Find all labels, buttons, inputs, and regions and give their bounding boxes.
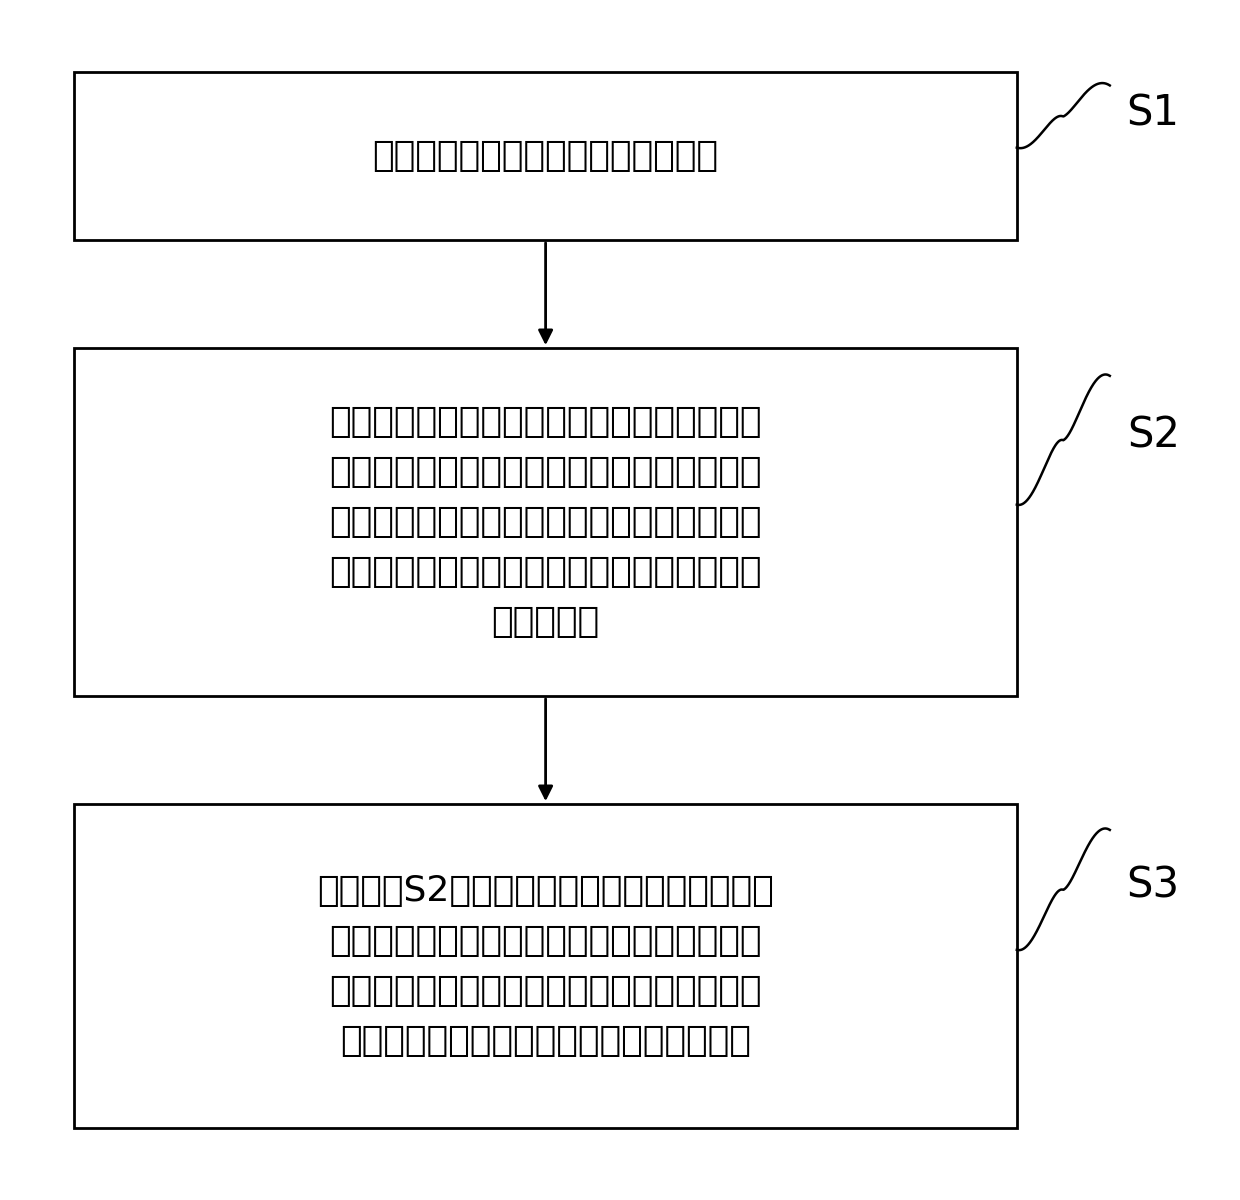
Text: S2: S2 xyxy=(1127,414,1179,456)
Text: S3: S3 xyxy=(1127,864,1179,906)
Bar xyxy=(74,804,1017,1128)
Bar xyxy=(74,348,1017,696)
Text: 建立力传感器测量力模型及力矩模型: 建立力传感器测量力模型及力矩模型 xyxy=(372,139,719,173)
Bar xyxy=(74,72,1017,240)
Text: S1: S1 xyxy=(1127,92,1179,134)
Text: 根据步骤S2中工业机器人处于多种特定位形下
的力传感器测量值与负载重力项存在关系，通
过采集运动过程力传感器测量数据，同步得到
要辨识的力传感器零偏和工具负载重: 根据步骤S2中工业机器人处于多种特定位形下 的力传感器测量值与负载重力项存在关系… xyxy=(317,874,774,1058)
Text: 对所述工业机器人的辨识运动进行标定，设计
标定运动，使得所述工业机器人处于多种特定
位形下，获得的相应世界坐标系到传感器坐标
系的转换矩阵，使得传感器零偏和负载: 对所述工业机器人的辨识运动进行标定，设计 标定运动，使得所述工业机器人处于多种特… xyxy=(330,404,761,640)
